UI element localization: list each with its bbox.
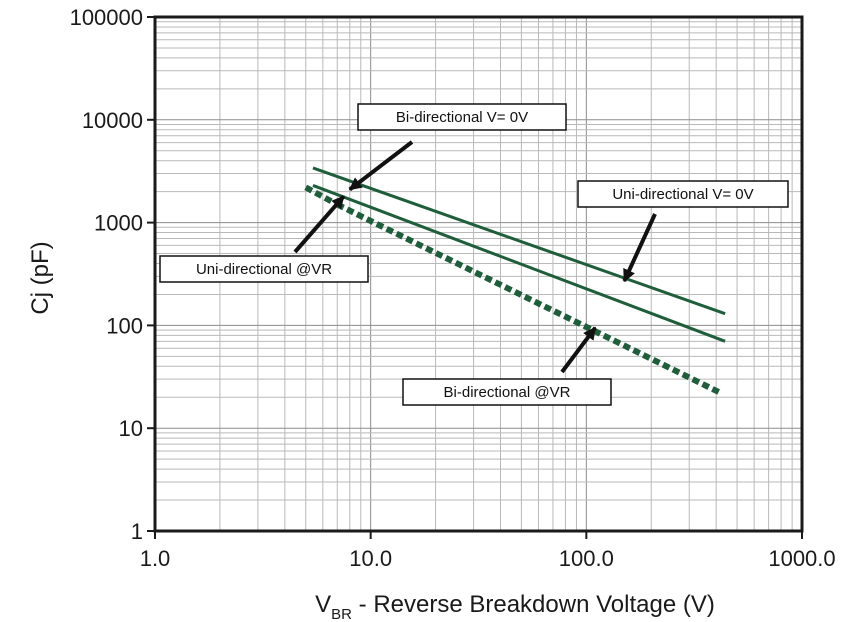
x-tick-label: 1.0 (140, 546, 171, 571)
callout-box (357, 103, 567, 131)
callout-label: Uni-directional @VR (196, 261, 332, 278)
x-tick-label: 100.0 (559, 546, 614, 571)
y-tick-label: 1000 (94, 211, 143, 236)
y-tick-label: 10 (119, 416, 143, 441)
callout: Uni-directional V= 0V (577, 180, 789, 283)
callout: Bi-directional V= 0V (348, 103, 567, 192)
x-axis-title-subscript: BR (331, 606, 352, 622)
series-line (312, 166, 726, 316)
x-axis-title-main: V (315, 591, 331, 618)
y-tick-label: 10000 (82, 108, 143, 133)
callout-arrow (560, 326, 597, 374)
y-tick-label: 1 (131, 519, 143, 544)
callout-box (159, 255, 369, 283)
series-line (312, 184, 726, 343)
callout-label: Uni-directional V= 0V (612, 186, 753, 203)
callout-arrow (293, 195, 346, 254)
plot-frame (153, 15, 804, 533)
callout-label: Bi-directional @VR (444, 384, 571, 401)
callout-label: Bi-directional V= 0V (396, 109, 528, 126)
x-axis-title: VBR - Reverse Breakdown Voltage (V) (315, 591, 715, 622)
grid (155, 17, 802, 531)
callout-arrow (348, 140, 414, 192)
y-tick-label: 100000 (70, 5, 143, 30)
callout: Uni-directional @VR (159, 195, 369, 283)
y-axis-title: Cj (pF) (27, 241, 54, 314)
series-line (335, 201, 723, 396)
annotations: Bi-directional V= 0V Uni-directional V= 0… (159, 103, 789, 406)
x-axis-title-rest: - Reverse Breakdown Voltage (V) (352, 591, 715, 618)
y-tick-label: 100 (106, 313, 143, 338)
callout-arrow (622, 213, 657, 283)
series-lines (304, 166, 726, 396)
x-tick-label: 10.0 (349, 546, 392, 571)
callout-box (577, 180, 789, 208)
tick-labels: 1 10 100 1000 10000 100000 1.0 10.0 100.0 1000.0 (70, 5, 836, 571)
series-line (304, 184, 339, 208)
callout-box (402, 378, 612, 406)
callout: Bi-directional @VR (402, 326, 612, 406)
x-tick-label: 1000.0 (768, 546, 835, 571)
